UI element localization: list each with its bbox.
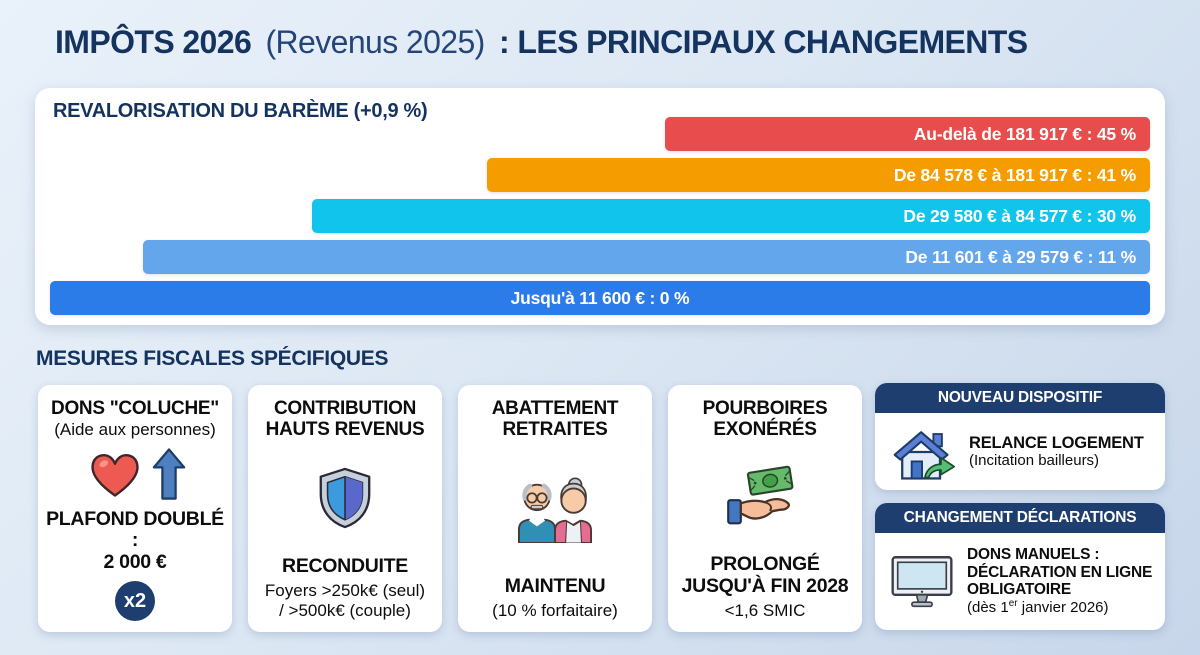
card-pourboires-title: POURBOIRES EXONÉRÉS <box>702 398 828 441</box>
bracket-bar-45-label: Au-delà de 181 917 € : 45 % <box>913 124 1136 144</box>
bareme-heading: REVALORISATION DU BARÈME (+0,9 %) <box>53 100 428 122</box>
elderly-couple-icon <box>508 473 602 544</box>
house-arrow-icon <box>889 421 957 483</box>
card-contribution-status: RECONDUITE <box>282 555 408 578</box>
card-contribution-title: CONTRIBUTION HAUTS REVENUS <box>265 398 425 441</box>
card-dons-coluche-status-2: 2 000 € <box>103 551 167 574</box>
side-box-changement-declarations: CHANGEMENT DÉCLARATIONS DONS MANUELS : D… <box>875 503 1165 630</box>
card-contribution-detail-1: Foyers >250k€ (seul) <box>264 580 426 600</box>
bareme-panel: REVALORISATION DU BARÈME (+0,9 %) Au-del… <box>35 88 1165 325</box>
card-abattement-detail: (10 % forfaitaire) <box>492 600 618 620</box>
tip-hand-icon <box>724 462 806 532</box>
card-pourboires-status-1: PROLONGÉ <box>710 553 820 576</box>
side-box-2-header: CHANGEMENT DÉCLARATIONS <box>875 503 1165 533</box>
bracket-bar-11-label: De 11 601 € à 29 579 € : 11 % <box>905 247 1136 267</box>
mesures-heading: MESURES FISCALES SPÉCIFIQUES <box>36 347 389 370</box>
side-box-2-subtitle: (dès 1er janvier 2026) <box>967 598 1109 617</box>
bracket-bar-41: De 84 578 € à 181 917 € : 41 % <box>487 158 1150 192</box>
side-box-1-header: NOUVEAU DISPOSITIF <box>875 383 1165 413</box>
up-arrow-icon <box>152 446 186 502</box>
x2-badge: x2 <box>115 581 155 621</box>
page-title-main: IMPÔTS 2026 <box>55 24 252 60</box>
page-title-rest: : LES PRINCIPAUX CHANGEMENTS <box>499 24 1028 60</box>
card-pourboires-detail: <1,6 SMIC <box>724 600 806 620</box>
card-dons-coluche-subtitle: (Aide aux personnes) <box>54 420 216 440</box>
side-box-1-title: RELANCE LOGEMENT <box>969 433 1144 452</box>
heart-icon <box>85 446 145 502</box>
bracket-bar-30: De 29 580 € à 84 577 € : 30 % <box>312 199 1150 233</box>
computer-monitor-icon <box>889 553 955 611</box>
card-pourboires-status-2: JUSQU'À FIN 2028 <box>681 575 849 598</box>
page-title-sub: (Revenus 2025) <box>265 24 485 60</box>
bracket-bar-45: Au-delà de 181 917 € : 45 % <box>665 117 1150 151</box>
card-pourboires-exoneres: POURBOIRES EXONÉRÉS PROLONGÉ J <box>668 385 862 632</box>
side-box-2-title: DONS MANUELS : DÉCLARATION EN LIGNE OBLI… <box>967 546 1153 599</box>
card-abattement-status: MAINTENU <box>504 575 606 598</box>
bracket-bar-30-label: De 29 580 € à 84 577 € : 30 % <box>903 206 1136 226</box>
card-dons-coluche-status-1: PLAFOND DOUBLÉ : <box>46 507 224 552</box>
page-title: IMPÔTS 2026 (Revenus 2025) : LES PRINCIP… <box>55 24 1028 61</box>
shield-icon <box>314 465 376 531</box>
side-box-1-subtitle: (Incitation bailleurs) <box>969 452 1100 470</box>
card-contribution-detail-2: / >500k€ (couple) <box>279 600 411 620</box>
card-abattement-retraites: ABATTEMENT RETRAITES <box>458 385 652 632</box>
bracket-bar-11: De 11 601 € à 29 579 € : 11 % <box>143 240 1150 274</box>
bracket-bar-0-label: Jusqu'à 11 600 € : 0 % <box>510 288 690 308</box>
bracket-bar-0: Jusqu'à 11 600 € : 0 % <box>50 281 1150 315</box>
card-abattement-title: ABATTEMENT RETRAITES <box>491 398 619 441</box>
card-dons-coluche: DONS "COLUCHE" (Aide aux personnes) PLAF… <box>38 385 232 632</box>
bracket-bar-41-label: De 84 578 € à 181 917 € : 41 % <box>893 165 1136 185</box>
side-box-nouveau-dispositif: NOUVEAU DISPOSITIF RELANCE LOGEMENT (Inc… <box>875 383 1165 490</box>
card-dons-coluche-title: DONS "COLUCHE" <box>51 398 219 419</box>
card-contribution-hauts-revenus: CONTRIBUTION HAUTS REVENUS RECONDUITE Fo… <box>248 385 442 632</box>
